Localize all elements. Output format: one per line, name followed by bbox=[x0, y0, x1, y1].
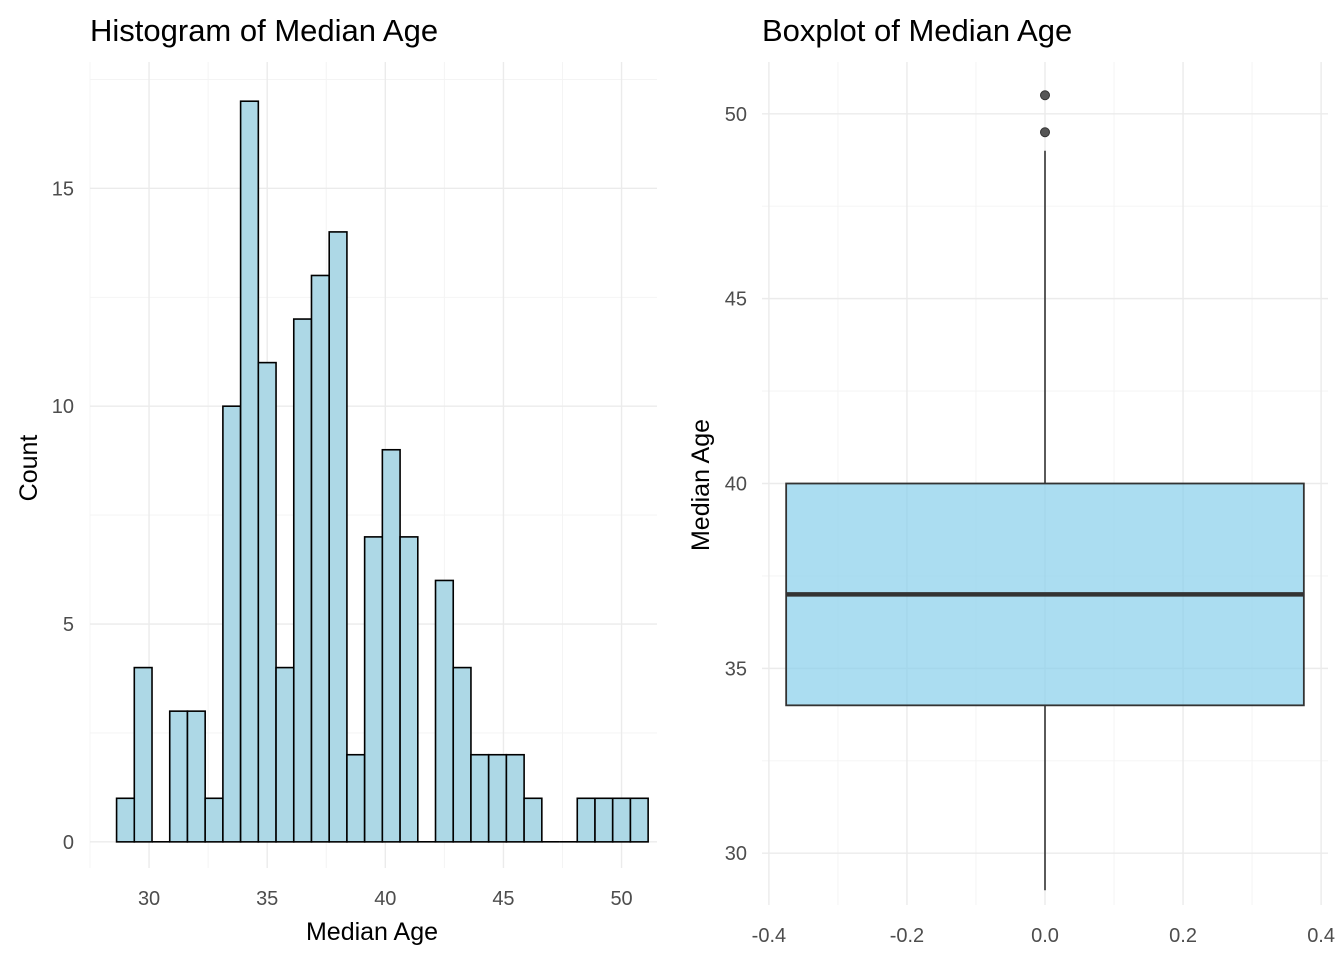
histogram-bar bbox=[115, 797, 136, 843]
histogram-bar bbox=[594, 797, 614, 843]
boxplot-y-tick-label: 35 bbox=[725, 658, 747, 680]
histogram-bar bbox=[523, 797, 543, 843]
histogram-bar bbox=[168, 710, 189, 843]
histogram-bar bbox=[239, 100, 260, 843]
boxplot-y-ticks: 30 35 40 45 50 bbox=[725, 104, 747, 865]
histogram-bar bbox=[275, 666, 295, 843]
histogram-bar bbox=[133, 666, 153, 843]
boxplot-y-axis-title: Median Age bbox=[687, 419, 715, 551]
boxplot-outlier-point bbox=[1040, 127, 1050, 138]
histogram-bar bbox=[310, 274, 331, 843]
boxplot-x-tick-label: 0.0 bbox=[1031, 925, 1059, 947]
histogram-bar bbox=[505, 753, 525, 843]
histogram-x-tick-label: 35 bbox=[256, 888, 278, 910]
histogram-x-ticks: 30 35 40 45 50 bbox=[138, 888, 633, 910]
histogram-y-tick-label: 5 bbox=[63, 614, 74, 636]
histogram-bar bbox=[346, 753, 366, 843]
histogram-x-tick-label: 50 bbox=[610, 888, 632, 910]
boxplot-marks bbox=[785, 90, 1305, 891]
histogram-bars bbox=[115, 100, 649, 843]
histogram-bar bbox=[487, 753, 508, 843]
boxplot-y-tick-label: 50 bbox=[725, 104, 747, 126]
boxplot-x-tick-label: 0.4 bbox=[1307, 925, 1335, 947]
histogram-bar bbox=[328, 231, 348, 843]
histogram-bar bbox=[186, 710, 206, 843]
boxplot-y-tick-label: 40 bbox=[725, 474, 747, 496]
boxplot-y-tick-label: 30 bbox=[725, 843, 747, 865]
histogram-y-tick-label: 0 bbox=[63, 832, 74, 854]
histogram-bar bbox=[204, 797, 224, 843]
histogram-bar bbox=[257, 361, 277, 843]
boxplot-x-tick-label: -0.2 bbox=[890, 925, 924, 947]
histogram-bar bbox=[452, 666, 472, 843]
boxplot-outlier-point bbox=[1040, 90, 1050, 101]
histogram-bar bbox=[222, 405, 242, 843]
histogram-y-ticks: 0 5 10 15 bbox=[52, 178, 74, 854]
histogram-panel: Histogram of Median Age 0 5 10 15 30 35 40 45 5… bbox=[15, 13, 657, 946]
histogram-y-axis-title: Count bbox=[15, 435, 43, 502]
boxplot-title: Boxplot of Median Age bbox=[762, 13, 1072, 48]
boxplot-x-tick-label: 0.2 bbox=[1169, 925, 1197, 947]
boxplot-y-tick-label: 45 bbox=[725, 289, 747, 311]
boxplot-x-tick-label: -0.4 bbox=[752, 925, 786, 947]
histogram-bar bbox=[434, 579, 455, 843]
boxplot-x-ticks: -0.4 -0.2 0.0 0.2 0.4 bbox=[752, 925, 1335, 947]
histogram-title: Histogram of Median Age bbox=[90, 13, 438, 48]
histogram-x-tick-label: 45 bbox=[492, 888, 514, 910]
histogram-bar bbox=[292, 318, 313, 843]
histogram-bar bbox=[399, 536, 419, 843]
histogram-x-tick-label: 40 bbox=[374, 888, 396, 910]
histogram-bar bbox=[611, 797, 632, 843]
histogram-x-tick-label: 30 bbox=[138, 888, 160, 910]
histogram-bar bbox=[576, 797, 596, 843]
histogram-bar bbox=[381, 448, 401, 843]
histogram-bar bbox=[363, 536, 384, 843]
histogram-y-tick-label: 15 bbox=[52, 178, 74, 200]
histogram-bar bbox=[470, 753, 490, 843]
histogram-bar bbox=[629, 797, 649, 843]
histogram-x-axis-title: Median Age bbox=[306, 918, 438, 946]
histogram-y-tick-label: 10 bbox=[52, 396, 74, 418]
